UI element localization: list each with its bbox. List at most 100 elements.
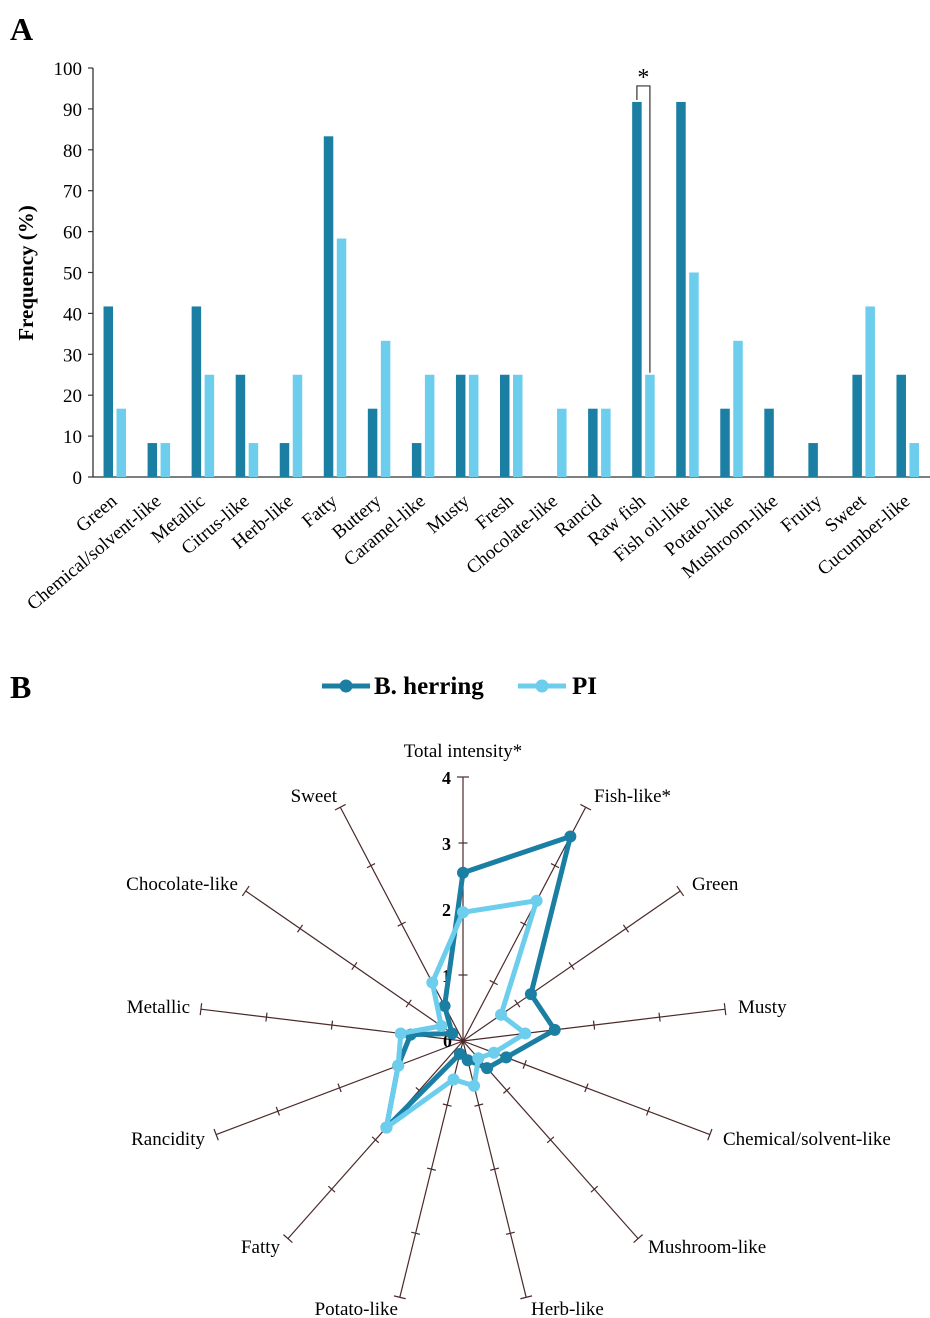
bar-pi-rancid xyxy=(601,408,611,477)
radar-point-pi-metallic xyxy=(394,1027,407,1040)
radar-tick-mark xyxy=(520,1295,533,1300)
radar-tick-mark xyxy=(275,1106,281,1116)
significance-bracket xyxy=(636,85,651,373)
bar-b-herring-rancid xyxy=(588,408,598,477)
bar-pi-buttery xyxy=(380,340,391,477)
radar-tick-label: 0 xyxy=(443,1031,452,1051)
radar-point-b-herring-fish-like xyxy=(564,830,577,843)
radar-tick-mark xyxy=(590,1185,599,1193)
radar-tick-mark xyxy=(397,921,406,927)
bar-b-herring-chemical-solvent-like xyxy=(147,443,158,477)
bar-pi-musty xyxy=(468,374,479,477)
panel-b-label: B xyxy=(10,669,31,705)
radar-point-pi-sweet xyxy=(426,976,439,989)
x-tick-label: Musty xyxy=(423,490,474,538)
y-tick-label: 30 xyxy=(63,345,82,366)
radar-axis-label-musty: Musty xyxy=(738,997,787,1018)
y-tick-label: 20 xyxy=(63,386,82,407)
radar-tick-mark xyxy=(474,1103,484,1107)
y-tick-label: 80 xyxy=(63,141,82,162)
radar-axis-label-sweet: Sweet xyxy=(291,786,338,807)
radar-tick-mark xyxy=(265,1012,268,1022)
radar-tick-mark xyxy=(371,1136,380,1144)
radar-point-b-herring-sweet xyxy=(438,999,451,1012)
bar-pi-raw-fish xyxy=(645,374,655,477)
bar-b-herring-green xyxy=(103,306,114,477)
radar-tick-mark xyxy=(411,1231,421,1235)
radar-tick-mark xyxy=(584,1083,589,1093)
y-tick-label: 40 xyxy=(63,304,82,325)
radar-tick-mark xyxy=(330,1020,334,1030)
legend-label-b-herring: B. herring xyxy=(374,673,484,700)
bar-chart: 0102030405060708090100GreenChemical/solv… xyxy=(23,59,930,615)
bar-b-herring-metallic xyxy=(191,306,202,477)
radar-chart: Total intensity* Fish-like* Green Musty Chem… xyxy=(126,741,891,1318)
radar-tick-mark xyxy=(490,1167,500,1171)
radar-tick-mark xyxy=(546,1136,555,1144)
bar-b-herring-buttery xyxy=(367,408,378,477)
radar-point-pi-musty xyxy=(519,1027,532,1040)
radar-tick-mark xyxy=(658,1012,661,1022)
y-tick-label: 90 xyxy=(63,100,82,121)
bar-b-herring-citrus-like xyxy=(235,374,246,477)
radar-point-b-herring-mushroom-like xyxy=(481,1062,494,1075)
y-tick-label: 100 xyxy=(54,59,83,80)
bar-b-herring-musty xyxy=(455,374,466,477)
panel-a-label: A xyxy=(10,11,33,47)
radar-tick-mark xyxy=(327,1185,336,1193)
radar-tick-mark xyxy=(707,1128,713,1141)
radar-tick-mark xyxy=(502,1086,511,1094)
bar-b-herring-sweet xyxy=(852,374,862,477)
bar-pi-chocolate-like xyxy=(557,408,567,477)
radar-tick-mark xyxy=(676,885,685,897)
y-tick-label: 0 xyxy=(73,468,83,489)
y-tick-label: 70 xyxy=(63,182,82,203)
bar-pi-green xyxy=(116,408,127,477)
radar-point-pi-mushroom-like xyxy=(472,1052,485,1065)
radar-axis-label-herb-like: Herb-like xyxy=(531,1299,604,1318)
radar-point-pi-potato-like xyxy=(447,1073,460,1086)
bar-pi-sweet xyxy=(865,306,875,477)
bar-b-herring-fresh xyxy=(500,374,510,477)
legend: B. herring PI xyxy=(322,673,597,700)
radar-tick-mark xyxy=(645,1106,651,1116)
radar-tick-mark xyxy=(405,999,412,1008)
radar-tick-mark xyxy=(442,1103,452,1107)
bar-b-herring-fatty xyxy=(323,136,334,478)
x-tick-label: Fruity xyxy=(777,490,826,536)
radar-tick-mark xyxy=(366,863,376,869)
radar-axis-label-mushroom-like: Mushroom-like xyxy=(648,1237,766,1258)
radar-axis-label-metallic: Metallic xyxy=(127,997,190,1018)
radar-point-b-herring-musty xyxy=(548,1023,561,1036)
bar-pi-cucumber-like xyxy=(909,443,919,477)
radar-tick-mark xyxy=(550,863,560,869)
bar-pi-caramel-like xyxy=(424,374,435,477)
radar-point-pi-chocolate-like xyxy=(435,1020,448,1033)
radar-tick-mark xyxy=(568,961,575,971)
radar-tick-mark xyxy=(580,803,592,811)
radar-tick-mark xyxy=(241,885,250,897)
radar-axis-label-rancidity: Rancidity xyxy=(131,1129,205,1150)
legend-marker-b-herring xyxy=(339,679,353,693)
radar-tick-mark xyxy=(199,1003,203,1016)
radar-point-pi-green xyxy=(495,1008,508,1021)
radar-tick-label: 3 xyxy=(442,834,451,854)
radar-point-pi-rancidity xyxy=(392,1059,405,1072)
significance-marker: * xyxy=(637,65,649,91)
bar-b-herring-raw-fish xyxy=(632,101,642,478)
bar-pi-fresh xyxy=(513,374,523,477)
radar-point-pi-chemical-solvent-like xyxy=(487,1046,500,1059)
y-tick-label: 60 xyxy=(63,223,82,244)
radar-axis-label-fatty: Fatty xyxy=(241,1237,281,1258)
bar-b-herring-caramel-like xyxy=(411,443,422,477)
radar-tick-mark xyxy=(522,1059,527,1069)
bar-pi-fish-oil-like xyxy=(689,272,699,477)
radar-tick-mark xyxy=(393,1295,406,1300)
radar-point-b-herring-chocolate-like xyxy=(446,1027,459,1040)
bar-b-herring-fruity xyxy=(808,443,818,477)
radar-tick-label: 4 xyxy=(442,768,451,788)
radar-tick-mark xyxy=(283,1234,293,1244)
radar-tick-mark xyxy=(334,803,346,811)
bar-pi-chemical-solvent-like xyxy=(160,443,171,477)
